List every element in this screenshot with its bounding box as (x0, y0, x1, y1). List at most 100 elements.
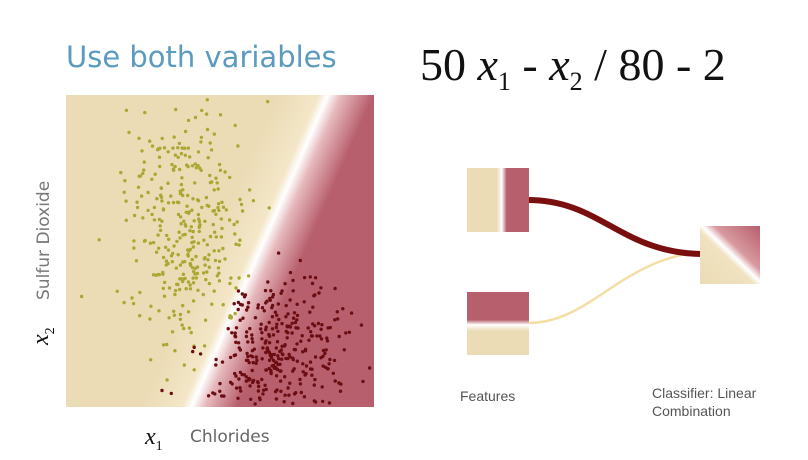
data-point (150, 177, 154, 181)
data-point (206, 156, 210, 160)
data-point (236, 396, 240, 400)
feature-node-sulfur-dioxide (467, 292, 529, 355)
data-point (270, 353, 274, 357)
data-point (215, 274, 219, 278)
data-point (286, 312, 290, 316)
data-point (286, 386, 290, 390)
data-point (157, 246, 161, 250)
data-point (276, 362, 280, 367)
data-point (191, 281, 196, 285)
data-point (260, 331, 264, 335)
data-point (271, 295, 275, 299)
data-point (245, 308, 249, 312)
data-point (166, 181, 170, 185)
data-point (214, 235, 218, 239)
data-point (172, 313, 177, 317)
data-point (264, 368, 268, 372)
data-point (310, 367, 314, 371)
data-point (170, 330, 175, 334)
data-point (236, 341, 241, 345)
data-point (325, 339, 330, 343)
data-point (193, 266, 198, 271)
y-axis-symbol: x2 (28, 327, 59, 345)
data-point (275, 313, 279, 317)
data-point (183, 259, 187, 264)
data-point (213, 258, 218, 263)
data-point (219, 217, 223, 221)
data-point (299, 339, 303, 343)
data-point (214, 176, 218, 180)
data-point (291, 316, 296, 320)
data-point (178, 263, 183, 267)
data-point (287, 393, 291, 397)
data-point (217, 259, 222, 263)
data-point (191, 299, 196, 303)
data-point (202, 344, 207, 348)
data-point (166, 201, 171, 205)
data-point (244, 334, 249, 339)
data-point (248, 326, 252, 331)
data-point (178, 167, 182, 172)
data-point (240, 209, 245, 213)
data-point (308, 275, 312, 279)
data-point (204, 112, 209, 116)
class-b-points (160, 251, 372, 406)
data-point (205, 98, 209, 102)
data-point (166, 150, 170, 154)
data-point (292, 311, 297, 315)
data-point (138, 290, 142, 295)
data-point (319, 327, 323, 331)
data-point (157, 155, 162, 159)
data-point (248, 384, 252, 388)
x-subscript: 1 (155, 439, 163, 454)
data-point (185, 204, 189, 208)
data-point (295, 302, 299, 306)
data-point (267, 334, 272, 338)
data-point (221, 246, 225, 251)
classifier-label-line1: Classifier: Linear (652, 385, 757, 401)
data-point (250, 368, 254, 373)
data-point (209, 148, 214, 152)
classifier-label-line2: Combination (652, 403, 731, 419)
data-point (276, 302, 280, 306)
data-point (319, 337, 324, 341)
data-point (252, 347, 256, 351)
data-point (251, 340, 255, 344)
data-point (115, 289, 119, 293)
data-point (188, 287, 193, 291)
data-point (180, 176, 184, 180)
data-point (146, 208, 150, 213)
data-point (194, 276, 199, 280)
data-point (277, 317, 281, 322)
data-point (321, 348, 326, 353)
data-point (234, 326, 239, 330)
data-point (261, 392, 265, 396)
data-point (267, 341, 272, 345)
formula-var2: x (549, 39, 570, 90)
data-point (226, 327, 230, 331)
data-point (245, 330, 249, 334)
data-point (300, 334, 304, 338)
x-symbol: x (145, 424, 156, 450)
data-point (214, 212, 218, 216)
data-point (169, 254, 174, 258)
data-point (246, 340, 250, 344)
data-point (205, 127, 210, 132)
class-a-points (79, 98, 271, 382)
data-point (293, 348, 298, 352)
data-point (295, 342, 299, 346)
data-point (178, 277, 182, 281)
data-point (158, 146, 162, 150)
data-point (220, 394, 224, 398)
data-point (298, 377, 302, 382)
data-point (193, 115, 198, 120)
data-point (173, 153, 178, 157)
data-point (275, 322, 279, 326)
data-point (178, 317, 183, 321)
data-point (172, 135, 176, 139)
data-point (150, 144, 155, 148)
data-point (302, 275, 307, 280)
data-point (154, 273, 158, 277)
data-point (313, 324, 317, 328)
data-point (214, 363, 218, 367)
